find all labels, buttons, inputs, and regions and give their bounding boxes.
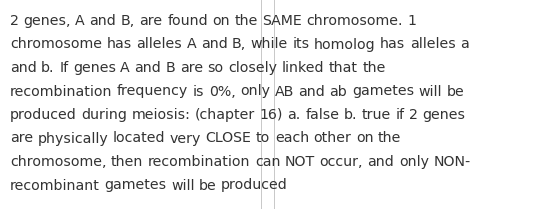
Text: A: A <box>121 61 130 75</box>
Text: chromosome,: chromosome, <box>10 155 107 169</box>
Text: are: are <box>140 14 162 28</box>
Text: are: are <box>180 61 203 75</box>
Text: b.: b. <box>344 108 357 122</box>
Text: each: each <box>275 131 309 145</box>
Text: only: only <box>240 84 270 98</box>
Text: and: and <box>89 14 116 28</box>
Text: NON-: NON- <box>434 155 470 169</box>
Text: be: be <box>199 178 217 192</box>
Text: during: during <box>81 108 127 122</box>
Text: homolog: homolog <box>314 37 376 51</box>
Text: (chapter: (chapter <box>195 108 255 122</box>
Text: on: on <box>212 14 230 28</box>
Text: 16): 16) <box>260 108 283 122</box>
Text: linked: linked <box>282 61 324 75</box>
Text: so: so <box>208 61 224 75</box>
Text: chromosome.: chromosome. <box>306 14 403 28</box>
Text: are: are <box>10 131 33 145</box>
Text: can: can <box>255 155 280 169</box>
Text: the: the <box>234 14 258 28</box>
Text: the: the <box>378 131 402 145</box>
Text: while: while <box>251 37 288 51</box>
Text: located: located <box>113 131 165 145</box>
Text: a.: a. <box>287 108 301 122</box>
Text: found: found <box>167 14 208 28</box>
Text: b.: b. <box>41 61 55 75</box>
Text: has: has <box>107 37 132 51</box>
Text: CLOSE: CLOSE <box>206 131 252 145</box>
Text: will: will <box>171 178 195 192</box>
Text: only: only <box>399 155 429 169</box>
Text: a: a <box>460 37 469 51</box>
Text: is: is <box>193 84 204 98</box>
Text: true: true <box>362 108 391 122</box>
Text: recombination: recombination <box>148 155 251 169</box>
Text: produced: produced <box>10 108 77 122</box>
Text: 0%,: 0%, <box>209 84 235 98</box>
Text: that: that <box>329 61 358 75</box>
Text: A: A <box>186 37 196 51</box>
Text: and: and <box>10 61 37 75</box>
Text: B: B <box>166 61 176 75</box>
Text: gametes: gametes <box>352 84 414 98</box>
Text: be: be <box>446 84 464 98</box>
Text: alleles: alleles <box>136 37 182 51</box>
Text: AB: AB <box>275 84 294 98</box>
Text: chromosome: chromosome <box>10 37 102 51</box>
Text: genes: genes <box>422 108 465 122</box>
Text: ab: ab <box>330 84 348 98</box>
Text: SAME: SAME <box>262 14 302 28</box>
Text: closely: closely <box>228 61 277 75</box>
Text: gametes: gametes <box>104 178 166 192</box>
Text: then: then <box>111 155 143 169</box>
Text: the: the <box>362 61 386 75</box>
Text: NOT: NOT <box>285 155 315 169</box>
Text: If: If <box>59 61 69 75</box>
Text: A: A <box>75 14 85 28</box>
Text: very: very <box>170 131 201 145</box>
Text: frequency: frequency <box>117 84 188 98</box>
Text: its: its <box>292 37 310 51</box>
Text: and: and <box>299 84 325 98</box>
Text: has: has <box>380 37 405 51</box>
Text: recombinant: recombinant <box>10 178 100 192</box>
Text: genes,: genes, <box>23 14 71 28</box>
Text: genes: genes <box>73 61 116 75</box>
Text: alleles: alleles <box>410 37 456 51</box>
Text: to: to <box>256 131 271 145</box>
Text: other: other <box>314 131 352 145</box>
Text: recombination: recombination <box>10 84 113 98</box>
Text: and: and <box>368 155 395 169</box>
Text: and: and <box>201 37 227 51</box>
Text: 1: 1 <box>407 14 416 28</box>
Text: B,: B, <box>232 37 246 51</box>
Text: will: will <box>418 84 442 98</box>
Text: occur,: occur, <box>320 155 363 169</box>
Text: physically: physically <box>37 131 108 145</box>
Text: 2: 2 <box>409 108 418 122</box>
Text: if: if <box>396 108 405 122</box>
Text: on: on <box>356 131 374 145</box>
Text: and: and <box>134 61 161 75</box>
Text: B,: B, <box>121 14 135 28</box>
Text: 2: 2 <box>10 14 19 28</box>
Text: false: false <box>305 108 339 122</box>
Text: meiosis:: meiosis: <box>132 108 190 122</box>
Text: produced: produced <box>222 178 288 192</box>
